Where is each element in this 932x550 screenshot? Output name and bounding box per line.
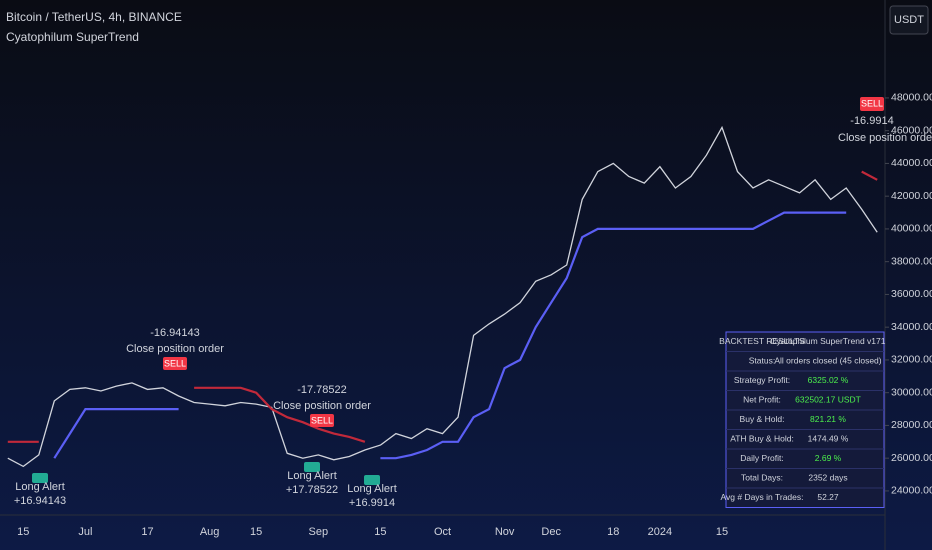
sell-tag-box xyxy=(310,414,334,427)
table-label: Daily Profit: xyxy=(740,453,783,463)
table-label: Strategy Profit: xyxy=(734,375,790,385)
x-tick-label: Aug xyxy=(200,526,220,538)
long-profit: +16.94143 xyxy=(14,495,66,507)
sell-tag: SELL xyxy=(861,98,883,108)
y-tick-label: 42000.00 xyxy=(891,190,932,202)
table-label: Avg # Days in Trades: xyxy=(721,492,804,502)
table-value: 52.27 xyxy=(817,492,839,502)
table-value: 6325.02 % xyxy=(808,375,849,385)
long-tag-box xyxy=(32,473,48,483)
trade-profit: -16.94143 xyxy=(150,327,200,339)
x-tick-label: Oct xyxy=(434,526,451,538)
x-tick-label: 15 xyxy=(374,526,386,538)
table-value: 1474.49 % xyxy=(808,434,849,444)
sell-tag-box xyxy=(860,97,884,111)
long-tag-box xyxy=(304,462,320,472)
long-tag-box xyxy=(364,475,380,485)
x-tick-label: 18 xyxy=(607,526,619,538)
x-tick-label: Jul xyxy=(78,526,92,538)
table-value: 821.21 % xyxy=(810,414,846,424)
y-tick-label: 48000.00 xyxy=(891,92,932,104)
table-label: Total Days: xyxy=(741,473,783,483)
x-tick-label: 15 xyxy=(250,526,262,538)
table-label: ATH Buy & Hold: xyxy=(730,434,794,444)
supertrend-line xyxy=(380,211,847,460)
currency-button-label[interactable]: USDT xyxy=(894,14,924,26)
table-value: 632502.17 USDT xyxy=(795,395,861,405)
y-tick-label: 36000.00 xyxy=(891,288,932,300)
y-tick-label: 46000.00 xyxy=(891,124,932,136)
sell-tag: SELL xyxy=(164,358,186,368)
x-tick-label: 2024 xyxy=(648,526,672,538)
x-tick-label: 15 xyxy=(17,526,29,538)
trade-note: Close position order xyxy=(273,400,371,412)
sell-tag: SELL xyxy=(311,415,333,425)
table-header: Cyatophilum SuperTrend v171 xyxy=(771,336,886,346)
y-tick-label: 30000.00 xyxy=(891,386,932,398)
backtest-table xyxy=(725,331,885,508)
currency-button[interactable] xyxy=(889,5,929,35)
symbol-title: Bitcoin / TetherUS, 4h, BINANCE xyxy=(6,10,182,24)
indicator-name: Cyatophilum SuperTrend xyxy=(6,30,139,44)
trade-note: Close position order xyxy=(838,132,932,144)
x-tick-label: Nov xyxy=(495,526,515,538)
y-tick-label: 26000.00 xyxy=(891,452,932,464)
y-tick-label: 28000.00 xyxy=(891,419,932,431)
trade-note: Close position order xyxy=(126,343,224,355)
x-tick-label: Sep xyxy=(309,526,329,538)
table-value: 2.69 % xyxy=(815,453,842,463)
long-alert: Long Alert xyxy=(347,483,397,495)
table-label: Net Profit: xyxy=(743,395,781,405)
y-tick-label: 38000.00 xyxy=(891,255,932,267)
y-tick-label: 40000.00 xyxy=(891,223,932,235)
y-tick-label: 44000.00 xyxy=(891,157,932,169)
supertrend-line xyxy=(194,386,366,443)
table-label: Status: xyxy=(749,356,775,366)
trade-profit: -16.9914 xyxy=(850,115,893,127)
table-value: All orders closed (45 closed) xyxy=(774,356,881,366)
y-tick-label: 24000.00 xyxy=(891,485,932,497)
table-value: 2352 days xyxy=(808,473,847,483)
supertrend-line xyxy=(53,408,179,459)
x-tick-label: Dec xyxy=(541,526,561,538)
long-profit: +17.78522 xyxy=(286,484,338,496)
x-tick-label: 17 xyxy=(141,526,153,538)
y-tick-label: 32000.00 xyxy=(891,354,932,366)
y-tick-label: 34000.00 xyxy=(891,321,932,333)
long-profit: +16.9914 xyxy=(349,497,395,509)
trade-profit: -17.78522 xyxy=(297,384,347,396)
long-alert: Long Alert xyxy=(15,481,65,493)
price-line xyxy=(7,125,878,468)
long-alert: Long Alert xyxy=(287,470,337,482)
table-label: Buy & Hold: xyxy=(740,414,785,424)
table-header: BACKTEST RESULTS xyxy=(719,336,805,346)
x-tick-label: 15 xyxy=(716,526,728,538)
supertrend-line xyxy=(861,170,878,181)
sell-tag-box xyxy=(163,357,187,370)
